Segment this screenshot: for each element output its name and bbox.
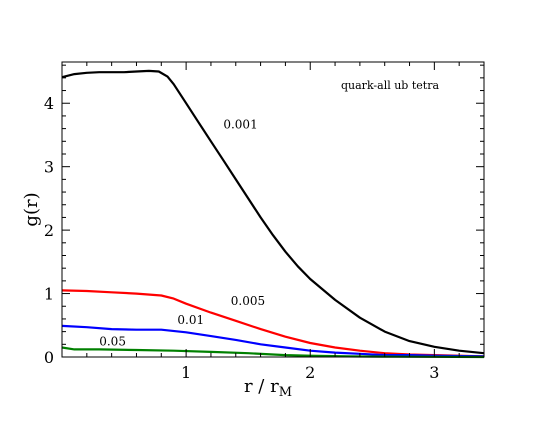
x-tick-label: 2 xyxy=(305,363,315,382)
plot-frame xyxy=(61,61,485,358)
x-tick-label: 3 xyxy=(429,363,439,382)
x-axis-label-subscript: M xyxy=(279,385,292,400)
y-tick-label: 2 xyxy=(44,221,54,240)
tick-labels-layer: 1 2 3 0 1 2 3 4 xyxy=(44,94,440,382)
series-line-0.01 xyxy=(61,324,485,358)
y-tick-label: 0 xyxy=(44,348,54,367)
y-tick-label: 1 xyxy=(44,285,54,304)
series-label-0.01: 0.01 xyxy=(177,313,204,327)
curve-labels-layer: 0.001 0.005 0.01 0.05 xyxy=(99,118,265,349)
x-axis-label-main: r / r xyxy=(244,376,279,397)
series-label-0.001: 0.001 xyxy=(223,118,257,132)
series-label-0.005: 0.005 xyxy=(231,294,265,308)
ticks-layer xyxy=(61,62,485,358)
x-tick-label: 1 xyxy=(181,363,191,382)
y-axis-label: g(r) xyxy=(21,192,42,226)
chart-annotation: quark-all ub tetra xyxy=(341,79,439,92)
series-line-0.005 xyxy=(61,289,485,358)
curves-layer xyxy=(61,69,485,359)
series-line-0.05 xyxy=(61,346,485,359)
series-label-0.05: 0.05 xyxy=(99,335,126,349)
series-line-0.001 xyxy=(61,69,485,355)
y-tick-label: 4 xyxy=(44,94,54,113)
y-tick-label: 3 xyxy=(44,158,54,177)
x-axis-label: r / rM xyxy=(244,376,292,400)
